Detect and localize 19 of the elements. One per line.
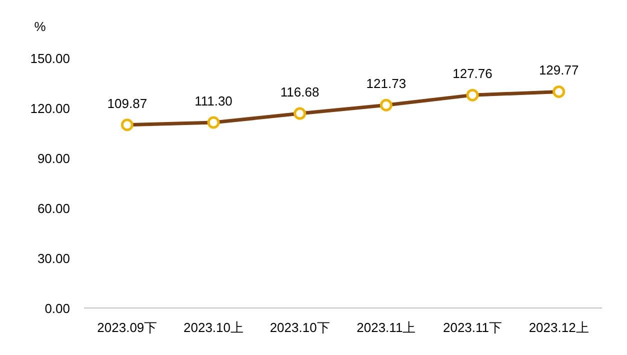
- y-tick-label: 30.00: [37, 251, 70, 266]
- x-tick-label: 2023.11下: [442, 320, 502, 335]
- text: 111.30: [194, 94, 232, 108]
- text: 116.68: [280, 84, 320, 100]
- text: 129.77: [538, 62, 579, 78]
- y-tick-label: 120.00: [30, 101, 70, 116]
- x-tick-label: 2023.12上: [528, 320, 589, 335]
- y-tick-label: 60.00: [37, 201, 70, 216]
- y-tick-label: 90.00: [37, 151, 70, 166]
- text: 109.87: [107, 96, 148, 111]
- x-tick-label: 2023.10上: [184, 320, 244, 335]
- y-tick-label: 0.00: [44, 301, 70, 316]
- y-tick-label: 150.00: [30, 51, 70, 66]
- x-tick-label: 2023.11上: [356, 320, 416, 335]
- x-tick-label: 2023.10下: [270, 320, 330, 335]
- y-axis-title: %: [34, 19, 46, 34]
- text: 127.76: [452, 66, 492, 82]
- x-tick-label: 2023.09下: [97, 320, 158, 335]
- text: 121.73: [366, 76, 406, 92]
